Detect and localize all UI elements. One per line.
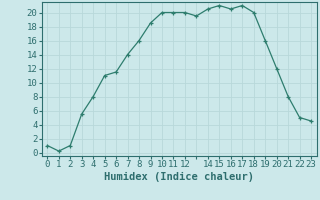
X-axis label: Humidex (Indice chaleur): Humidex (Indice chaleur)	[104, 172, 254, 182]
